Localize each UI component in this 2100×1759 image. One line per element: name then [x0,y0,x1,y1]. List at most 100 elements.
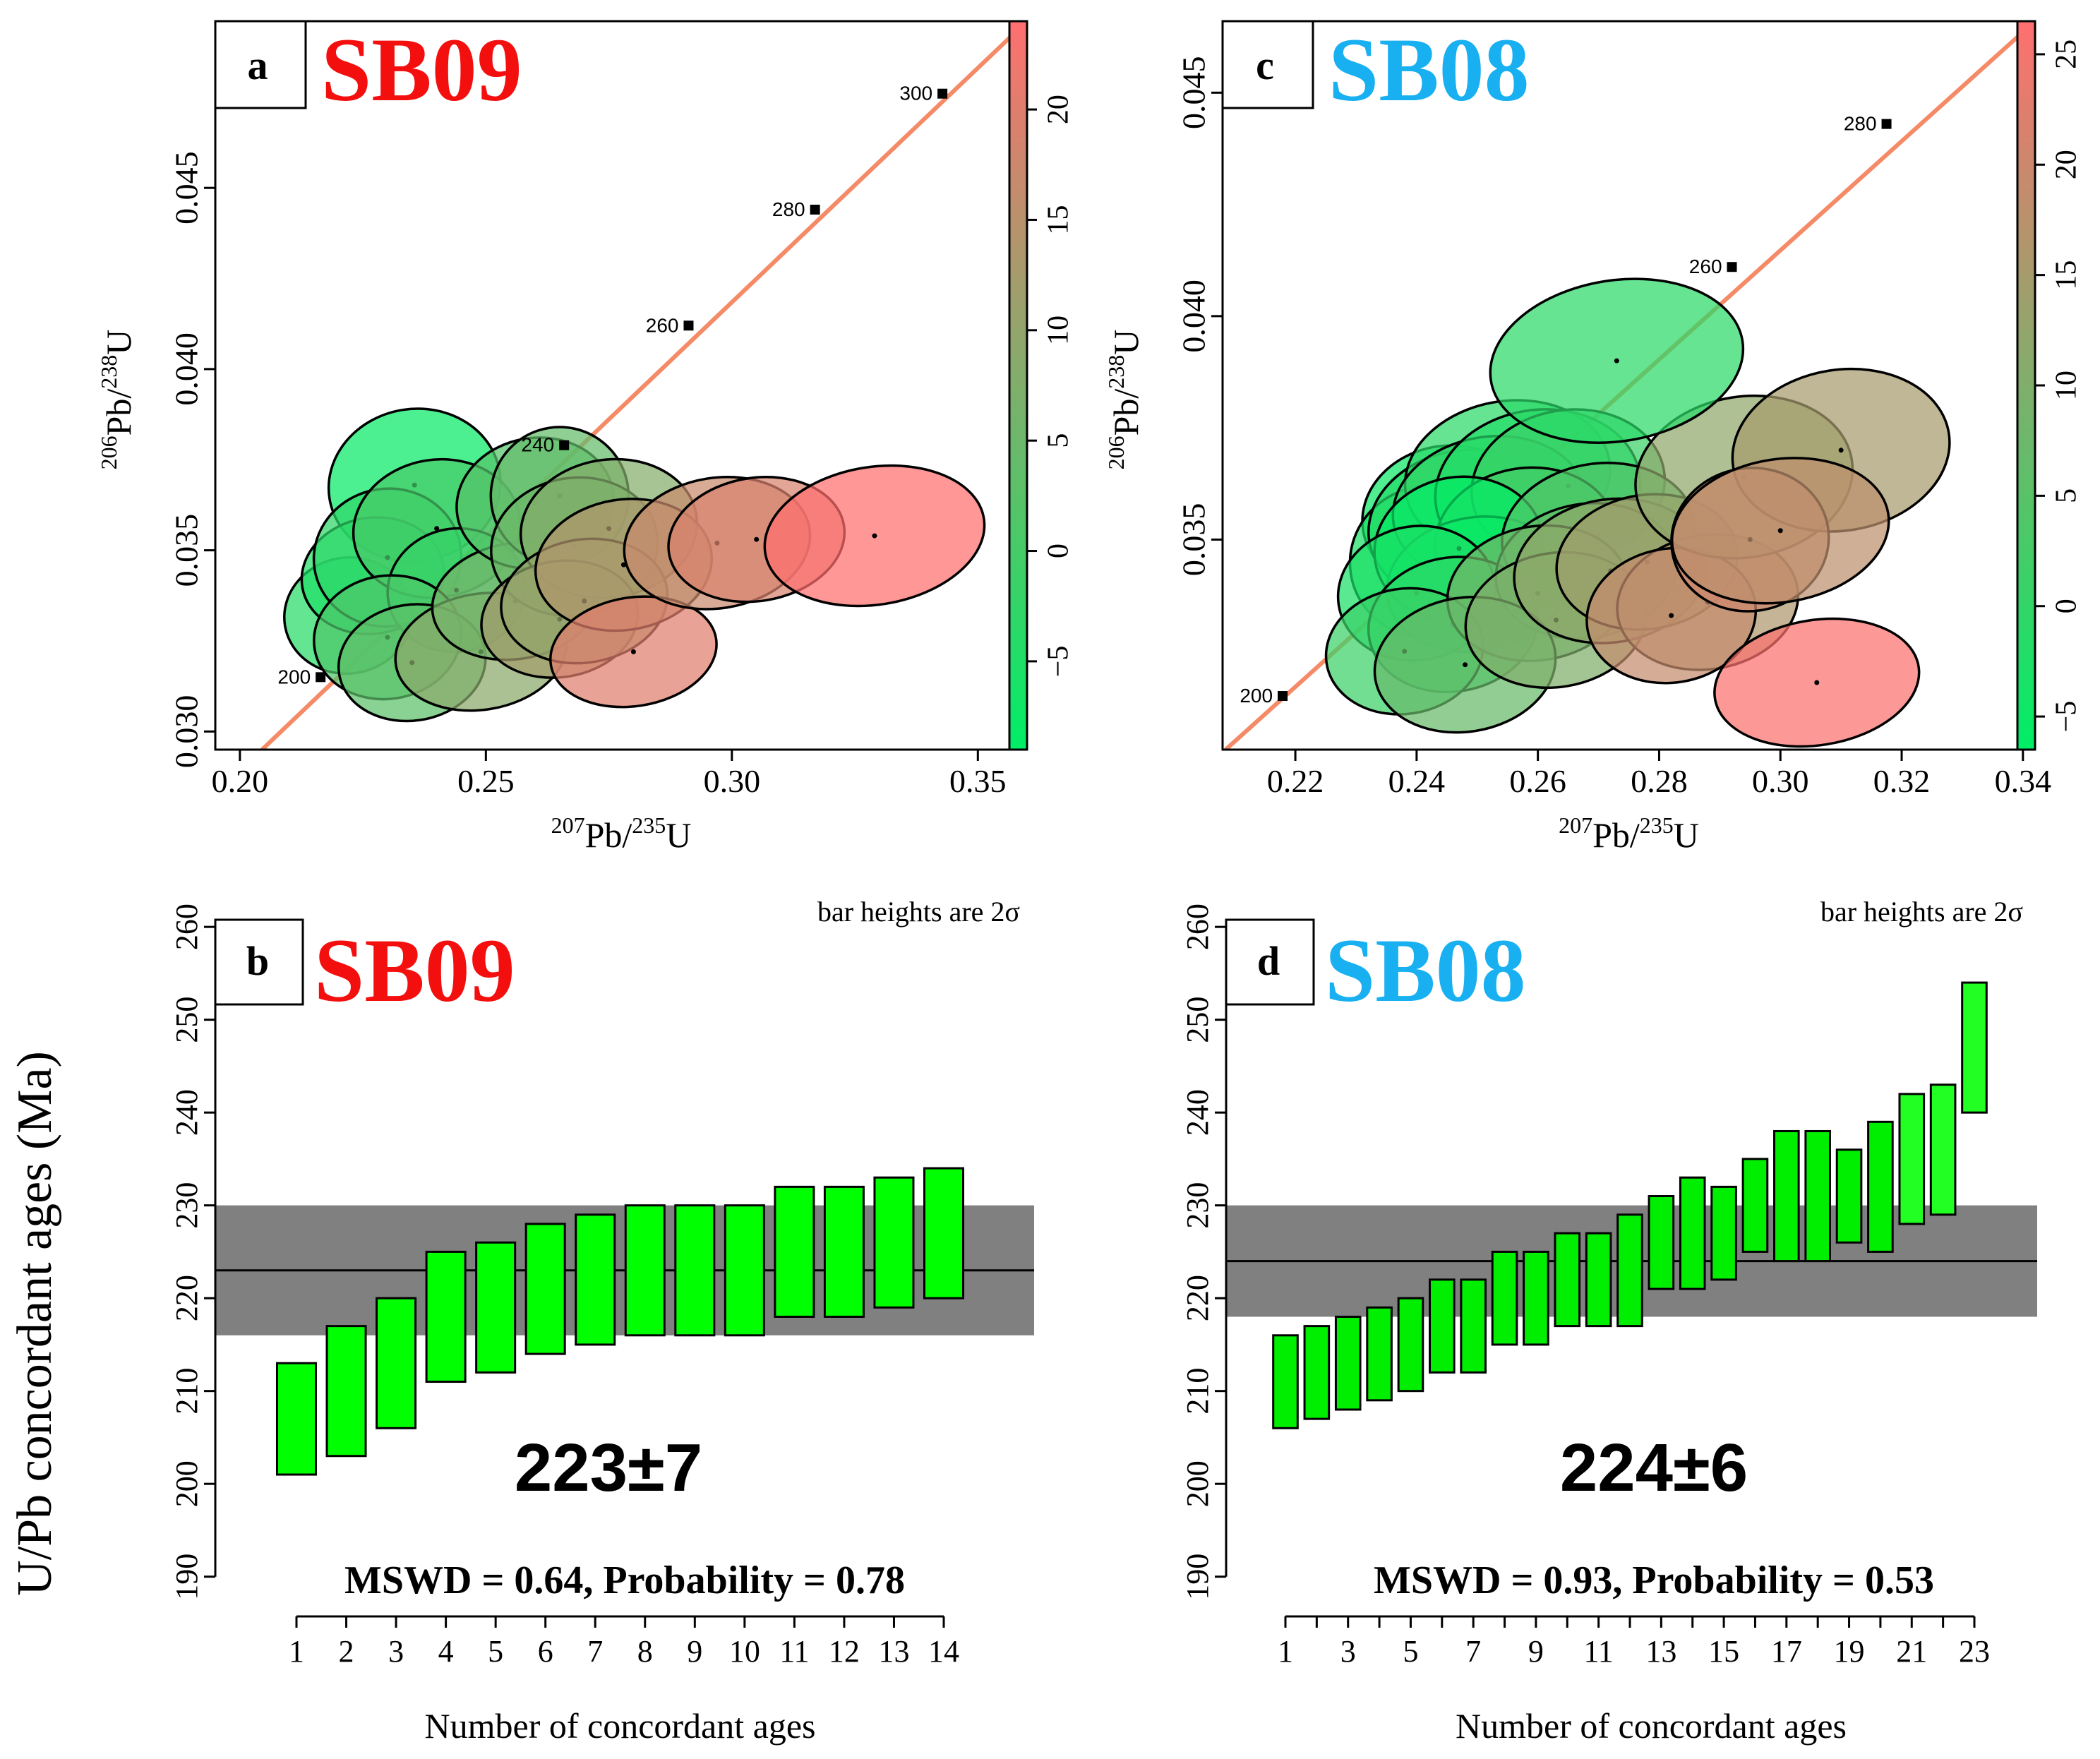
panel-c-concordia-plot: 200 260 280 −5 0 5 10 15 20 25 0.22 0.24 0.26 0.28 0.3… [1103,20,2083,855]
colorbar-tick-label: 10 [2051,371,2083,400]
age-bar [524,1223,566,1355]
y-axis-label-text: Pb/ [99,389,138,436]
plot-area [1224,21,2035,750]
age-bar [1804,1129,1831,1263]
x-axis-label-text: Pb/ [1592,815,1640,855]
colorbar-tick-label: −5 [1043,646,1075,678]
x-tick-label: 7 [1465,1634,1481,1669]
x-tick-label: 6 [538,1634,553,1669]
x-tick-label: 13 [878,1634,909,1669]
age-bar [1523,1250,1549,1346]
x-tick-label: 9 [1528,1634,1544,1669]
x-axis-label-superscript: 235 [1640,812,1674,838]
x-axis-label: 207Pb/235U [551,812,692,855]
age-bar [823,1185,865,1318]
y-tick-label: 260 [169,903,204,950]
y-tick-label: 190 [1180,1554,1215,1600]
sample-title: SB09 [314,920,515,1021]
weighted-mean-age: 224±6 [1560,1430,1748,1506]
ellipse-center-point [630,649,636,654]
sample-title: SB08 [1328,20,1530,120]
bar-heights-note: bar heights are 2σ [1820,896,2023,927]
x-tick-label: 11 [1583,1634,1613,1669]
x-tick-label: 23 [1959,1634,1990,1669]
y-tick-label: 0.035 [1176,503,1212,577]
shared-y-axis-label: U/Pb concordant ages (Ma) [8,1051,62,1596]
x-axis-label: Number of concordant ages [1456,1706,1847,1746]
y-tick-label: 210 [1180,1368,1215,1415]
concordia-age-marker [316,672,326,683]
concordia-age-label: 280 [772,198,805,220]
colorbar-tick-label: −5 [2051,701,2083,733]
y-tick-label: 0.045 [169,151,205,224]
y-tick-label: 0.040 [169,332,205,406]
age-bar [1710,1185,1737,1281]
x-tick-label: 13 [1645,1634,1676,1669]
age-bar [1961,981,1988,1114]
concordia-age-label: 200 [277,666,311,688]
colorbar-tick-label: 5 [1043,433,1075,448]
x-tick-label: 8 [637,1634,653,1669]
age-bar [1648,1195,1675,1290]
y-tick-label: 190 [169,1554,204,1600]
y-tick-label: 230 [1180,1182,1215,1229]
x-axis-label-text: U [666,815,691,855]
x-axis-label-text: Pb/ [585,815,632,855]
plot-frame [1221,20,2036,751]
age-bar [1773,1129,1800,1263]
x-tick-label: 10 [729,1634,760,1669]
age-bar [1366,1306,1393,1402]
colorbar-tick-label: 20 [1043,95,1075,124]
x-tick-label: 11 [779,1634,809,1669]
sample-title: SB09 [321,20,522,120]
x-tick-label: 3 [388,1634,404,1669]
x-axis-label-superscript: 235 [632,812,666,838]
colorbar-tick-label: 5 [2051,488,2083,503]
y-tick-label: 230 [169,1182,204,1229]
plot-frame [214,20,1028,751]
x-tick-label: 5 [1403,1634,1418,1669]
colorbar-tick-label: 10 [1043,316,1075,345]
panel-letter-box [1225,918,1315,1006]
x-axis-label-superscript: 207 [551,812,585,838]
age-bar [674,1204,716,1337]
ellipse-center-point [754,536,760,542]
x-tick-label: 0.20 [212,763,269,799]
x-tick-label: 1 [289,1634,304,1669]
age-bar [425,1250,467,1383]
colorbar-tick-label: 20 [2051,150,2083,179]
panel-letter-box [214,918,304,1006]
x-tick-label: 5 [488,1634,503,1669]
age-bar [1898,1093,1926,1225]
x-tick-label: 4 [438,1634,454,1669]
panel-letter: c [1256,42,1274,88]
y-tick-label: 250 [1180,997,1215,1043]
y-tick-label: 260 [1180,903,1215,950]
x-tick-label: 0.30 [1752,763,1809,799]
y-tick-label: 250 [169,997,204,1043]
concordia-age-marker [810,204,820,215]
y-axis-label-text: U [1106,330,1146,355]
y-axis-label-superscript: 206 [1103,436,1129,469]
age-bar [774,1185,815,1318]
y-tick-label: 0.030 [169,695,205,769]
x-tick-label: 2 [339,1634,354,1669]
y-tick-label: 0.045 [1176,56,1212,130]
age-bar [1491,1250,1518,1346]
mswd-probability-stats: MSWD = 0.93, Probability = 0.53 [1374,1559,1934,1602]
x-tick-label: 0.32 [1873,763,1931,799]
x-tick-label: 0.34 [1995,763,2052,799]
concordia-age-label: 260 [1689,256,1722,277]
ellipse-center-point [872,533,877,539]
age-bar [1272,1334,1299,1429]
concordia-age-label: 260 [646,314,679,336]
colorbar-tick-label: 15 [2051,260,2083,290]
y-axis-label-text: Pb/ [1106,389,1146,436]
ellipse-center-point [1463,662,1468,668]
age-bar [1429,1278,1456,1374]
colorbar-tick-label: 15 [1043,205,1075,234]
age-bar [1616,1213,1643,1328]
x-tick-label: 0.22 [1267,763,1324,799]
age-bar [376,1297,417,1429]
